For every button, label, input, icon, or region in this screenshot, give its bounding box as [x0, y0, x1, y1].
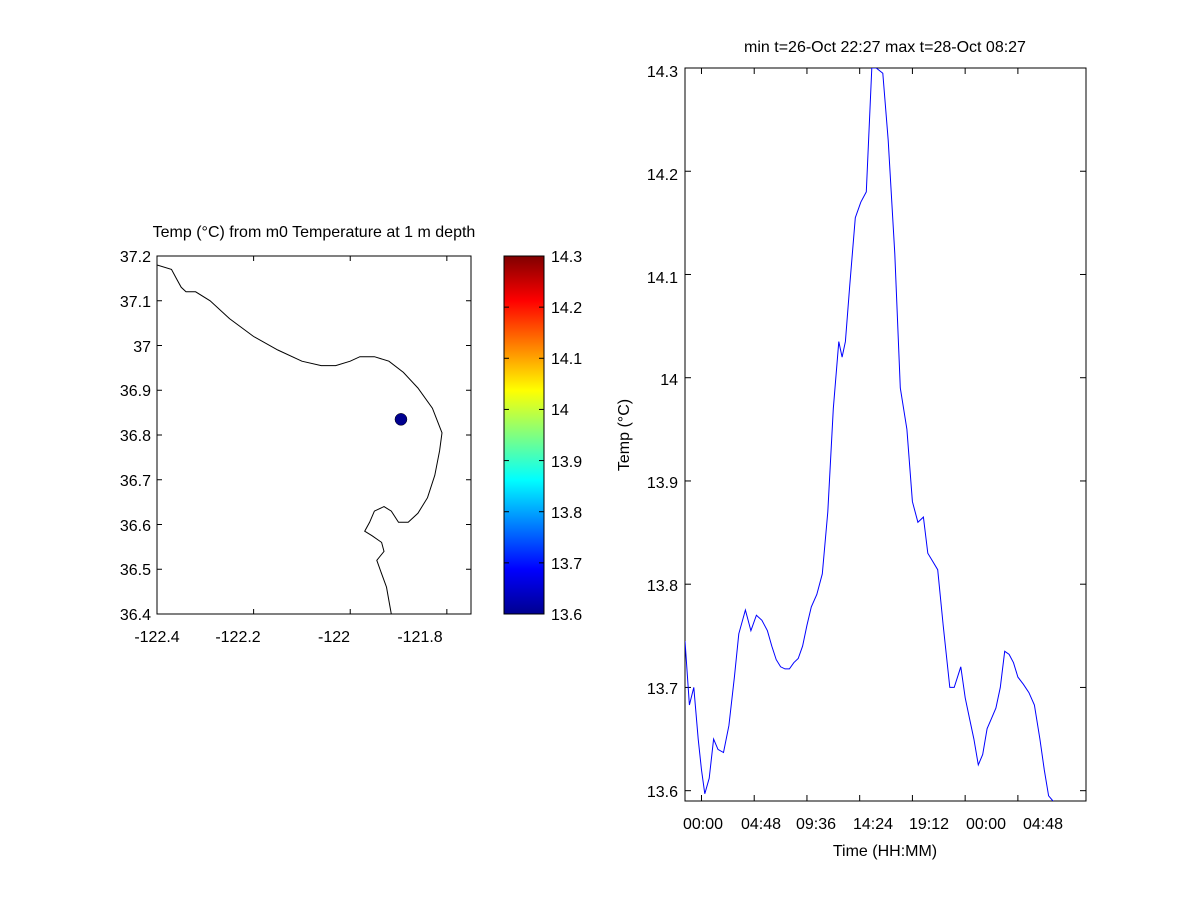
colorbar-tick-label: 13.8 — [551, 505, 582, 522]
map-ytick-label: 37.1 — [120, 294, 151, 311]
colorbar-tick-labels: 13.6 13.7 13.8 13.9 14 14.1 14.2 14.3 — [551, 249, 582, 624]
colorbar-tick-label: 14.1 — [551, 351, 582, 368]
station-marker — [394, 413, 408, 426]
timeseries-ytick-label: 13.8 — [647, 578, 678, 595]
timeseries-xtick-label: 04:48 — [1023, 816, 1063, 833]
map-xtick-label: -122 — [318, 629, 350, 646]
map-ytick-labels: 36.4 36.5 36.6 36.7 36.8 36.9 37 37.1 37… — [120, 249, 151, 624]
timeseries-xtick-labels: 00:00 04:48 09:36 14:24 19:12 00:00 04:4… — [683, 816, 1063, 833]
map-ytick-label: 36.4 — [120, 607, 151, 624]
colorbar-tick-label: 13.6 — [551, 607, 582, 624]
station-markers — [394, 413, 408, 426]
colorbar: 13.6 13.7 13.8 13.9 14 14.1 14.2 14.3 — [503, 249, 582, 624]
timeseries-ytick-label: 13.9 — [647, 475, 678, 492]
colorbar-gradient — [503, 255, 545, 615]
timeseries-ytick-label: 14.3 — [647, 64, 678, 81]
timeseries-ytick-labels: 13.6 13.7 13.8 13.9 14 14.1 14.2 14.3 — [647, 64, 678, 801]
timeseries-xlabel: Time (HH:MM) — [833, 843, 937, 860]
colorbar-tick-marks — [504, 255, 544, 615]
colorbar-tick-label: 14.2 — [551, 300, 582, 317]
timeseries-ytick-label: 14 — [660, 372, 678, 389]
map-xtick-label: -121.8 — [397, 629, 442, 646]
map-ytick-label: 36.7 — [120, 473, 151, 490]
map-xtick-marks — [156, 256, 448, 614]
colorbar-tick-label: 13.9 — [551, 454, 582, 471]
timeseries-title: min t=26-Oct 22:27 max t=28-Oct 08:27 — [744, 39, 1026, 56]
colorbar-tick-label: 14 — [551, 402, 569, 419]
timeseries-xtick-label: 04:48 — [741, 816, 781, 833]
map-xtick-labels: -122.4 -122.2 -122 -121.8 — [134, 629, 442, 646]
map-title: Temp (°C) from m0 Temperature at 1 m dep… — [153, 224, 476, 241]
timeseries-xtick-label: 09:36 — [796, 816, 836, 833]
map-ytick-label: 37.2 — [120, 249, 151, 266]
timeseries-xtick-label: 14:24 — [853, 816, 893, 833]
map-axes-frame — [156, 255, 472, 615]
timeseries-ytick-label: 13.6 — [647, 784, 678, 801]
timeseries-ylabel: Temp (°C) — [616, 399, 633, 471]
map-ytick-label: 36.6 — [120, 518, 151, 535]
map-ytick-label: 36.9 — [120, 383, 151, 400]
colorbar-tick-label: 13.7 — [551, 556, 582, 573]
timeseries-ytick-label: 14.1 — [647, 270, 678, 287]
map-ytick-label: 36.8 — [120, 428, 151, 445]
map-ytick-label: 36.5 — [120, 562, 151, 579]
colorbar-tick-label: 14.3 — [551, 249, 582, 266]
coastline — [157, 264, 443, 614]
temperature-series-line — [685, 68, 1054, 801]
timeseries-axes-frame — [684, 67, 1087, 802]
map-xtick-label: -122.4 — [134, 629, 179, 646]
map-panel: Temp (°C) from m0 Temperature at 1 m dep… — [120, 224, 475, 646]
map-ytick-marks — [157, 255, 471, 615]
timeseries-xtick-label: 00:00 — [683, 816, 723, 833]
timeseries-tick-marks — [685, 67, 1086, 801]
map-xtick-label: -122.2 — [215, 629, 260, 646]
map-ytick-label: 37 — [133, 339, 151, 356]
timeseries-xtick-label: 19:12 — [909, 816, 949, 833]
timeseries-xtick-label: 00:00 — [966, 816, 1006, 833]
timeseries-ytick-label: 14.2 — [647, 167, 678, 184]
timeseries-ytick-label: 13.7 — [647, 681, 678, 698]
timeseries-panel: min t=26-Oct 22:27 max t=28-Oct 08:27 00… — [616, 39, 1087, 860]
